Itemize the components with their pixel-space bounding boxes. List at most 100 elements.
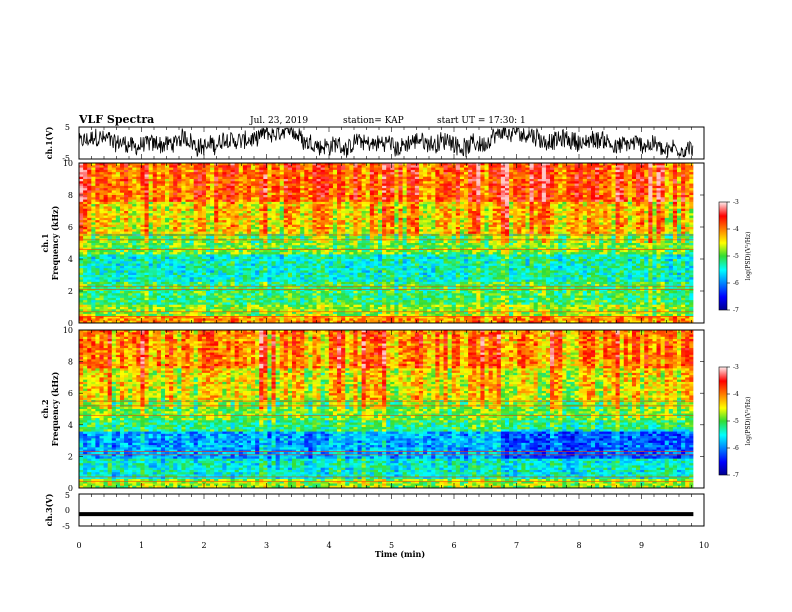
spectrogram-cell bbox=[87, 225, 92, 228]
spectrogram-cell bbox=[411, 188, 416, 191]
spectrogram-cell bbox=[321, 179, 326, 182]
spectrogram-cell bbox=[296, 200, 301, 203]
spectrogram-cell bbox=[513, 179, 518, 182]
spectrogram-cell bbox=[247, 204, 252, 207]
spectrogram-cell bbox=[550, 232, 555, 235]
spectrogram-cell bbox=[390, 193, 395, 196]
spectrogram-cell bbox=[345, 193, 350, 196]
spectrogram-cell bbox=[571, 177, 576, 180]
spectrogram-cell bbox=[120, 188, 125, 191]
spectrogram-cell bbox=[595, 209, 600, 212]
spectrogram-cell bbox=[423, 220, 428, 223]
spectrogram-cell bbox=[444, 211, 449, 214]
spectrogram-cell bbox=[628, 193, 633, 196]
spectrogram-cell bbox=[259, 172, 264, 175]
spectrogram-cell bbox=[632, 232, 637, 235]
spectrogram-cell bbox=[300, 200, 305, 203]
spectrogram-cell bbox=[435, 227, 440, 230]
spectrogram-cell bbox=[349, 193, 354, 196]
spectrogram-cell bbox=[276, 225, 281, 228]
spectrogram-cell bbox=[628, 225, 633, 228]
spectrogram-cell bbox=[276, 177, 281, 180]
spectrogram-cell bbox=[284, 168, 289, 171]
spectrogram-cell bbox=[345, 209, 350, 212]
spectrogram-cell bbox=[685, 188, 690, 191]
spectrogram-cell bbox=[460, 184, 465, 187]
spectrogram-cell bbox=[460, 177, 465, 180]
spectrogram-cell bbox=[382, 179, 387, 182]
spectrogram-cell bbox=[611, 193, 616, 196]
spectrogram-cell bbox=[272, 195, 277, 198]
spectrogram-cell bbox=[550, 168, 555, 171]
spectrogram-cell bbox=[382, 227, 387, 230]
spectrogram-cell bbox=[607, 177, 612, 180]
spectrogram-cell bbox=[480, 227, 485, 230]
spectrogram-cell bbox=[325, 168, 330, 171]
spectrogram-cell bbox=[317, 220, 322, 223]
spectrogram-cell bbox=[222, 236, 227, 239]
spectrogram-cell bbox=[292, 225, 297, 228]
spectrogram-cell bbox=[591, 195, 596, 198]
spectrogram-cell bbox=[104, 204, 109, 207]
spectrogram-cell bbox=[439, 232, 444, 235]
spectrogram-cell bbox=[587, 177, 592, 180]
spectrogram-cell bbox=[382, 216, 387, 219]
spectrogram-cell bbox=[99, 220, 104, 223]
spectrogram-cell bbox=[575, 195, 580, 198]
spectrogram-cell bbox=[652, 216, 657, 219]
spectrogram-cell bbox=[673, 195, 678, 198]
spectrogram-cell bbox=[267, 188, 272, 191]
spectrogram-cell bbox=[525, 209, 530, 212]
spectrogram-cell bbox=[83, 209, 88, 212]
spectrogram-cell bbox=[317, 168, 322, 171]
spectrogram-cell bbox=[583, 216, 588, 219]
spectrogram-cell bbox=[300, 172, 305, 175]
spectrogram-cell bbox=[521, 184, 526, 187]
spectrogram-cell bbox=[480, 179, 485, 182]
spectrogram-cell bbox=[394, 200, 399, 203]
spectrogram-cell bbox=[493, 195, 498, 198]
spectrogram-cell bbox=[415, 225, 420, 228]
spectrogram-cell bbox=[661, 177, 666, 180]
spectrogram-cell bbox=[652, 172, 657, 175]
spectrogram-cell bbox=[501, 195, 506, 198]
spectrogram-cell bbox=[407, 200, 412, 203]
spectrogram-cell bbox=[263, 227, 268, 230]
spectrogram-cell bbox=[386, 227, 391, 230]
spectrogram-cell bbox=[444, 172, 449, 175]
spectrogram-cell bbox=[403, 216, 408, 219]
spectrogram-cell bbox=[181, 195, 186, 198]
spectrogram-cell bbox=[452, 193, 457, 196]
spectrogram-cell bbox=[317, 179, 322, 182]
spectrogram-cell bbox=[132, 188, 137, 191]
spectrogram-cell bbox=[169, 227, 174, 230]
spectrogram-cell bbox=[169, 195, 174, 198]
spectrogram-cell bbox=[681, 193, 686, 196]
spectrogram-cell bbox=[611, 184, 616, 187]
spectrogram-cell bbox=[181, 200, 186, 203]
spectrogram-cell bbox=[108, 200, 113, 203]
spectrogram-cell bbox=[276, 172, 281, 175]
spectrogram-cell bbox=[624, 172, 629, 175]
spectrogram-cell bbox=[116, 179, 121, 182]
spectrogram-cell bbox=[448, 193, 453, 196]
spectrogram-cell bbox=[599, 220, 604, 223]
spectrogram-cell bbox=[599, 188, 604, 191]
spectrogram-cell bbox=[550, 220, 555, 223]
spectrogram-cell bbox=[554, 227, 559, 230]
spectrogram-cell bbox=[177, 211, 182, 214]
spectrogram-cell bbox=[226, 236, 231, 239]
spectrogram-cell bbox=[198, 236, 203, 239]
spectrogram-cell bbox=[431, 204, 436, 207]
spectrogram-cell bbox=[124, 216, 129, 219]
spectrogram-cell bbox=[145, 209, 150, 212]
spectrogram-cell bbox=[136, 168, 141, 171]
spectrogram-cell bbox=[99, 168, 104, 171]
spectrogram-cell bbox=[132, 225, 137, 228]
spectrogram-cell bbox=[124, 184, 129, 187]
spectrogram-cell bbox=[235, 200, 240, 203]
spectrogram-cell bbox=[263, 172, 268, 175]
spectrogram-cell bbox=[206, 195, 211, 198]
spectrogram-cell bbox=[239, 220, 244, 223]
spectrogram-cell bbox=[603, 232, 608, 235]
